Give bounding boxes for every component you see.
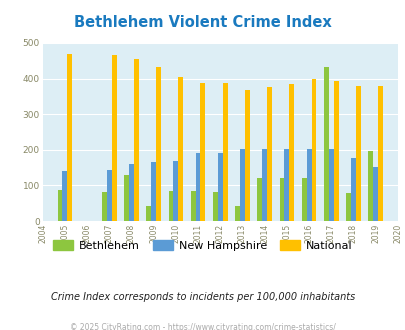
- Bar: [257, 178, 262, 221]
- Bar: [168, 191, 173, 221]
- Bar: [244, 90, 249, 221]
- Bar: [222, 83, 227, 221]
- Bar: [333, 81, 338, 221]
- Bar: [124, 176, 129, 221]
- Bar: [323, 67, 328, 221]
- Bar: [67, 54, 72, 221]
- Bar: [58, 190, 62, 221]
- Text: © 2025 CityRating.com - https://www.cityrating.com/crime-statistics/: © 2025 CityRating.com - https://www.city…: [70, 323, 335, 330]
- Bar: [239, 149, 244, 221]
- Bar: [350, 158, 355, 221]
- Bar: [279, 178, 284, 221]
- Bar: [345, 193, 350, 221]
- Bar: [355, 86, 360, 221]
- Bar: [266, 87, 271, 221]
- Bar: [200, 83, 205, 221]
- Bar: [107, 170, 111, 221]
- Bar: [301, 178, 306, 221]
- Bar: [151, 162, 156, 221]
- Bar: [234, 206, 239, 221]
- Bar: [377, 86, 382, 221]
- Bar: [134, 59, 139, 221]
- Bar: [146, 206, 151, 221]
- Bar: [190, 191, 195, 221]
- Bar: [289, 84, 294, 221]
- Bar: [311, 79, 315, 221]
- Bar: [62, 171, 67, 221]
- Bar: [156, 67, 160, 221]
- Bar: [129, 164, 134, 221]
- Bar: [217, 153, 222, 221]
- Bar: [306, 149, 311, 221]
- Bar: [328, 149, 333, 221]
- Bar: [178, 77, 183, 221]
- Bar: [212, 192, 217, 221]
- Text: Bethlehem Violent Crime Index: Bethlehem Violent Crime Index: [74, 15, 331, 30]
- Bar: [372, 167, 377, 221]
- Bar: [262, 149, 266, 221]
- Bar: [173, 161, 178, 221]
- Bar: [367, 151, 372, 221]
- Text: Crime Index corresponds to incidents per 100,000 inhabitants: Crime Index corresponds to incidents per…: [51, 292, 354, 302]
- Bar: [111, 55, 116, 221]
- Bar: [195, 153, 200, 221]
- Bar: [284, 149, 289, 221]
- Legend: Bethlehem, New Hampshire, National: Bethlehem, New Hampshire, National: [49, 236, 356, 255]
- Bar: [102, 192, 107, 221]
